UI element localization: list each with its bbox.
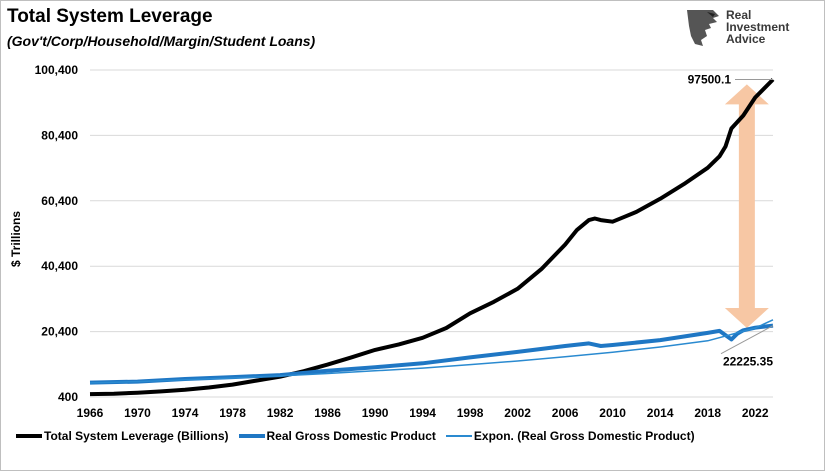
x-tick-label: 2006	[552, 406, 579, 420]
chart-subtitle: (Gov't/Corp/Household/Margin/Student Loa…	[7, 33, 316, 49]
y-tick-label: 400	[58, 390, 78, 404]
y-tick-label: 80,400	[41, 128, 78, 142]
series-line-leverage	[89, 78, 775, 397]
legend-swatch-leverage	[16, 434, 42, 438]
x-tick-label: 2022	[742, 406, 769, 420]
brand-line-2: Investment	[726, 20, 790, 34]
x-tick-label: 1978	[219, 406, 246, 420]
brand-line-1: Real	[726, 8, 752, 22]
chart-title: Total System Leverage	[7, 6, 213, 27]
legend-label-expon: Expon. (Real Gross Domestic Product)	[473, 429, 695, 443]
legend-swatch-expon	[445, 435, 472, 437]
x-tick-label: 1970	[124, 406, 151, 420]
legend-label-leverage: Total System Leverage (Billions)	[44, 429, 229, 443]
annotation-leverage-value: 97500.1	[688, 72, 732, 86]
brand-name: Real Investment Advice	[726, 9, 789, 45]
x-tick-label: 1974	[172, 406, 199, 420]
x-tick-label: 1986	[314, 406, 341, 420]
series-line-gdp	[89, 323, 774, 385]
x-tick-label: 1998	[457, 406, 484, 420]
series-line-expon	[89, 319, 774, 384]
brand-logo: Real Investment Advice	[683, 6, 813, 50]
x-tick-label: 2010	[599, 406, 626, 420]
annotation-leader-gdp	[720, 325, 774, 355]
x-tick-label: 2014	[647, 406, 674, 420]
x-tick-label: 1966	[77, 406, 104, 420]
chart-legend: Total System Leverage (Billions) Real Gr…	[16, 429, 695, 443]
x-tick-label: 1990	[362, 406, 389, 420]
annotation-gdp-value: 22225.35	[723, 355, 773, 369]
legend-item-expon: Expon. (Real Gross Domestic Product)	[445, 429, 695, 443]
y-tick-label: 40,400	[41, 259, 78, 273]
x-tick-label: 2002	[504, 406, 531, 420]
legend-item-leverage: Total System Leverage (Billions)	[16, 429, 229, 443]
legend-label-gdp: Real Gross Domestic Product	[266, 429, 436, 443]
gap-arrow	[724, 84, 769, 329]
x-tick-label: 2018	[694, 406, 721, 420]
x-tick-label: 1982	[267, 406, 294, 420]
legend-item-gdp: Real Gross Domestic Product	[238, 429, 436, 443]
eagle-logo-icon	[687, 10, 719, 46]
y-tick-label: 60,400	[41, 194, 78, 208]
legend-swatch-gdp	[238, 434, 265, 438]
brand-line-3: Advice	[726, 32, 766, 46]
x-tick-label: 1994	[409, 406, 436, 420]
y-tick-label: 100,400	[35, 63, 79, 77]
y-tick-label: 20,400	[41, 325, 78, 339]
